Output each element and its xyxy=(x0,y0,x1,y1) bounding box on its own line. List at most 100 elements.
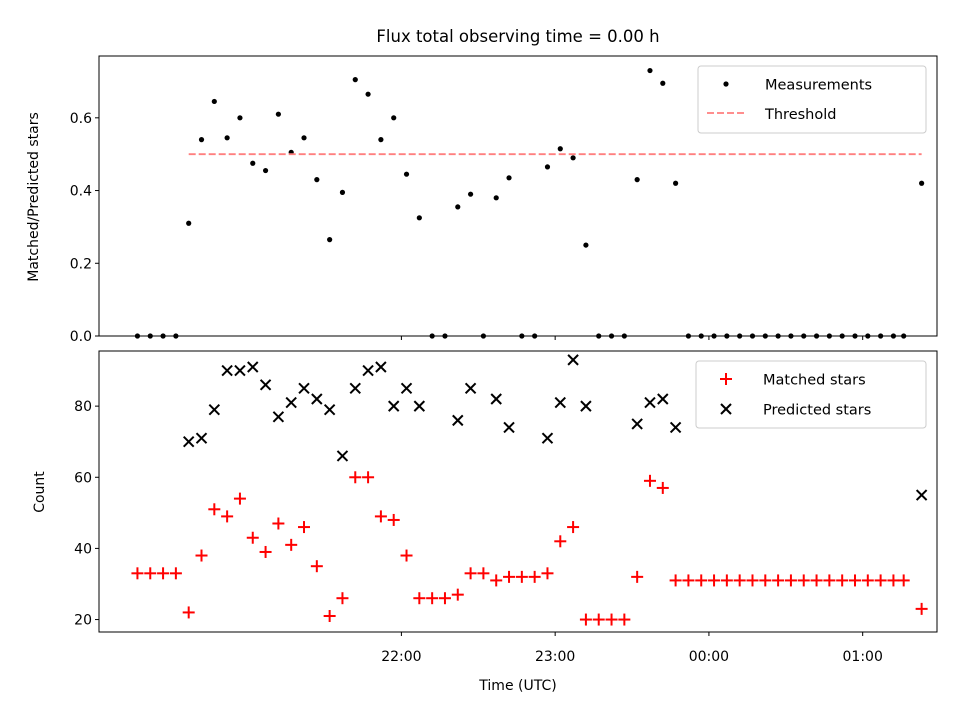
count-axes-frame xyxy=(98,350,938,633)
matched-star-point xyxy=(541,567,554,580)
measurement-point xyxy=(352,77,358,83)
matched-star-point xyxy=(631,570,644,583)
measurement-point xyxy=(327,237,333,243)
measurement-point xyxy=(570,155,576,161)
matched-star-point xyxy=(810,574,823,587)
matched-star-point xyxy=(897,574,910,587)
measurement-point xyxy=(237,115,243,121)
measurement-point xyxy=(339,189,346,195)
measurement-point xyxy=(416,215,422,221)
x-tick-label: 00:00 xyxy=(689,649,729,665)
count-panel: 20 40 60 80 Count Matched stars Predicted s… xyxy=(32,350,938,636)
matched-star-point xyxy=(336,592,349,605)
x-tick-label: 22:00 xyxy=(381,649,421,665)
legend-label-predicted: Predicted stars xyxy=(763,403,871,419)
y-tick-label: 0.4 xyxy=(70,184,92,200)
predicted-star-point xyxy=(644,396,656,409)
matched-star-point xyxy=(797,574,810,587)
predicted-star-point xyxy=(247,361,259,373)
ratio-axes-frame xyxy=(98,55,938,337)
measurement-point xyxy=(250,160,256,166)
matched-star-point xyxy=(426,592,439,605)
measurement-point xyxy=(224,135,230,141)
predicted-star-point xyxy=(221,364,233,377)
matched-star-point xyxy=(387,513,400,526)
y-tick-label: 20 xyxy=(74,613,92,629)
predicted-star-point xyxy=(272,411,285,423)
matched-star-point xyxy=(669,574,682,587)
matched-star-point xyxy=(759,574,772,587)
matched-star-point xyxy=(528,570,541,583)
predicted-star-point xyxy=(669,421,682,434)
predicted-star-point xyxy=(349,382,361,395)
y-tick-label: 0.0 xyxy=(70,329,92,345)
predicted-star-point xyxy=(259,379,272,391)
matched-star-point xyxy=(784,574,797,587)
measurement-point xyxy=(314,177,320,183)
measurement-point xyxy=(660,80,666,86)
matched-star-point xyxy=(413,592,426,605)
measurement-point xyxy=(186,220,192,226)
measurement-point xyxy=(583,242,589,248)
y-tick-label: 80 xyxy=(74,399,92,415)
measurement-point xyxy=(467,191,474,197)
x-tick-label: 23:00 xyxy=(535,649,575,665)
y-tick-label: 40 xyxy=(74,541,92,557)
legend-label-measurements: Measurements xyxy=(765,78,872,94)
predicted-star-point xyxy=(452,414,464,427)
measurement-point xyxy=(262,167,269,174)
legend-marker-predicted xyxy=(720,403,732,415)
count-ylabel: Count xyxy=(32,471,48,513)
predicted-star-point xyxy=(375,361,387,373)
predicted-star-point xyxy=(208,403,221,416)
matched-star-point xyxy=(477,567,490,580)
predicted-star-point xyxy=(400,382,413,395)
matched-star-point xyxy=(823,574,836,587)
measurement-point xyxy=(493,195,499,201)
predicted-star-point xyxy=(631,418,643,430)
matched-star-point xyxy=(310,560,323,573)
legend-marker-matched xyxy=(720,373,732,385)
matched-star-point xyxy=(746,574,759,587)
predicted-star-point xyxy=(182,435,195,448)
matched-star-point xyxy=(349,471,362,484)
matched-star-point xyxy=(887,574,900,587)
matched-star-point xyxy=(733,574,746,587)
matched-star-point xyxy=(567,521,580,534)
matched-star-point xyxy=(451,588,464,601)
measurement-point xyxy=(673,180,679,186)
predicted-star-point xyxy=(464,382,477,395)
predicted-star-point xyxy=(234,364,246,377)
matched-star-point xyxy=(720,574,733,587)
matched-star-point xyxy=(464,567,477,580)
matched-star-point xyxy=(131,567,144,580)
predicted-star-point xyxy=(490,393,502,405)
matched-star-point xyxy=(233,492,246,505)
predicted-star-point xyxy=(311,393,323,405)
matched-star-point xyxy=(285,538,298,551)
matched-star-point xyxy=(682,574,695,587)
matched-star-point xyxy=(221,510,234,523)
matched-star-point xyxy=(515,570,528,583)
matched-star-point xyxy=(272,517,285,530)
x-tick-label: 01:00 xyxy=(843,649,883,665)
predicted-star-point xyxy=(567,354,579,366)
predicted-star-point xyxy=(413,400,426,412)
predicted-star-point xyxy=(323,403,336,416)
y-tick-label: 0.6 xyxy=(70,111,92,127)
predicted-star-point xyxy=(388,400,400,412)
matched-star-point xyxy=(874,574,887,587)
matched-star-point xyxy=(695,574,708,587)
ratio-panel: 0.0 0.2 0.4 0.6 Matched/Predicted stars Mea… xyxy=(26,55,938,345)
predicted-star-point xyxy=(580,400,592,412)
predicted-star-point xyxy=(554,396,566,409)
matched-star-point xyxy=(503,570,516,583)
predicted-star-point xyxy=(362,364,374,377)
matched-star-point xyxy=(708,574,721,587)
measurement-point xyxy=(557,146,563,152)
legend-label-threshold: Threshold xyxy=(764,107,836,123)
measurement-point xyxy=(634,177,640,183)
measurement-point xyxy=(391,115,397,121)
